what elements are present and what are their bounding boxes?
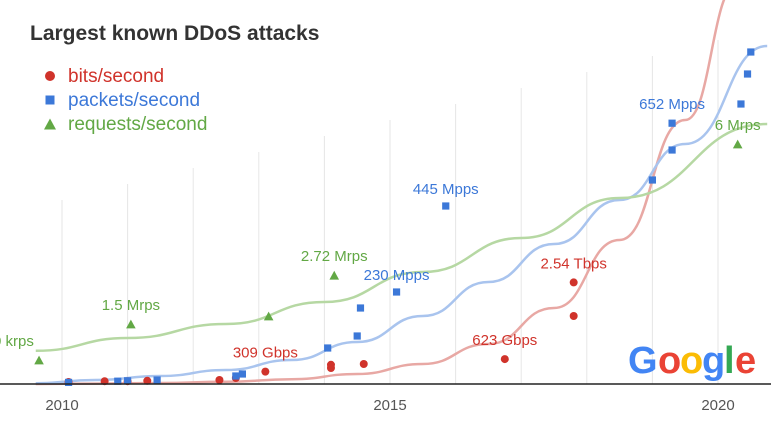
point-square-8 xyxy=(356,304,365,312)
point-square-10 xyxy=(442,202,450,210)
x-tick-2010: 2010 xyxy=(45,397,78,414)
point-circle-11 xyxy=(569,278,578,287)
point-circle-3 xyxy=(143,376,152,385)
legend-label-circle: bits/second xyxy=(68,66,164,87)
point-triangle-3 xyxy=(329,270,340,280)
point-square-4 xyxy=(232,372,240,380)
point-triangle-0 xyxy=(34,355,44,365)
point-circle-1 xyxy=(100,377,109,386)
point-square-0 xyxy=(64,378,73,386)
data-points xyxy=(34,48,755,386)
point-square-2 xyxy=(124,377,132,385)
point-square-11 xyxy=(648,176,656,184)
logo-letter: o xyxy=(658,340,681,382)
point-triangle-2 xyxy=(263,311,274,321)
point-triangle-1 xyxy=(126,319,136,329)
grid-lines xyxy=(61,40,719,384)
data-label: 2.54 Tbps xyxy=(540,255,606,272)
point-circle-8 xyxy=(326,360,335,369)
trend-line-triangle xyxy=(35,122,768,353)
point-square-13 xyxy=(668,119,676,127)
logo-letter: l xyxy=(724,340,735,382)
legend-label-square: packets/second xyxy=(68,90,200,111)
data-label: 309 Gbps xyxy=(233,345,298,362)
legend-marker-triangle xyxy=(44,118,56,130)
data-label: 2.72 Mrps xyxy=(301,248,368,265)
legend-marker-circle xyxy=(45,71,55,81)
point-square-6 xyxy=(324,344,332,352)
x-tick-labels: 2010 2015 2020 xyxy=(45,397,734,414)
data-label: 623 Gbps xyxy=(472,332,537,349)
point-square-1 xyxy=(114,377,122,385)
point-square-16 xyxy=(747,48,755,56)
data-label: 6 Mrps xyxy=(715,117,761,134)
data-labels: 600 krps 1.5 Mrps 2.72 Mrps 6 Mrps 230 Mpps 4… xyxy=(0,96,761,361)
trend-line-square xyxy=(35,44,768,385)
legend-marker-square xyxy=(45,95,55,105)
data-label: 1.5 Mrps xyxy=(102,297,160,314)
point-triangle-4 xyxy=(732,139,743,149)
logo-letter: o xyxy=(680,340,703,382)
trend-line-circle xyxy=(35,0,726,386)
x-tick-2015: 2015 xyxy=(373,397,406,414)
point-circle-10 xyxy=(500,355,509,364)
point-square-7 xyxy=(353,332,361,340)
point-circle-9 xyxy=(359,360,368,368)
point-square-3 xyxy=(153,376,161,384)
data-label: 445 Mpps xyxy=(413,181,479,198)
legend-label-triangle: requests/second xyxy=(68,114,207,135)
point-square-5 xyxy=(238,370,246,378)
logo-letter: g xyxy=(702,340,725,382)
data-label: 600 krps xyxy=(0,333,34,350)
point-square-15 xyxy=(743,70,752,78)
point-square-14 xyxy=(737,100,745,108)
point-square-9 xyxy=(392,288,401,296)
logo-letter: G xyxy=(628,340,658,382)
point-circle-4 xyxy=(215,376,224,384)
point-circle-12 xyxy=(569,312,578,320)
trend-lines xyxy=(35,0,768,386)
point-circle-6 xyxy=(261,367,270,376)
point-square-12 xyxy=(668,146,676,154)
legend: bits/second packets/second requests/second xyxy=(44,66,207,135)
data-label: 230 Mpps xyxy=(364,267,430,284)
chart-title: Largest known DDoS attacks xyxy=(30,22,319,45)
x-tick-2020: 2020 xyxy=(701,397,734,414)
logo-letter: e xyxy=(735,340,756,382)
data-label: 652 Mpps xyxy=(639,96,705,113)
